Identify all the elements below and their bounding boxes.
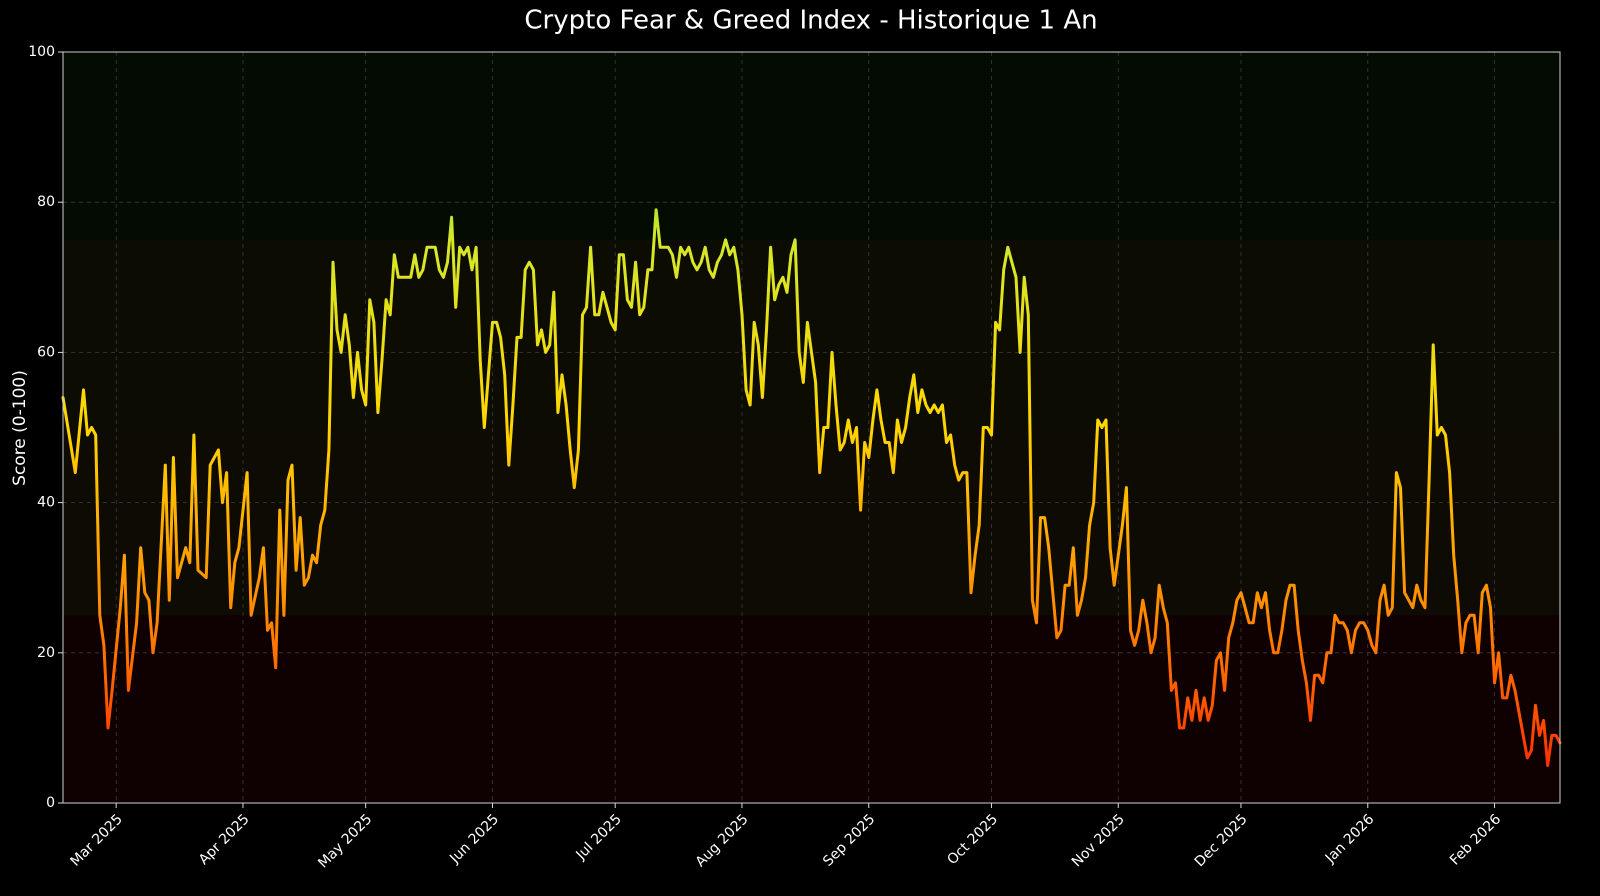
plot-frame: [62, 51, 1561, 804]
y-tick-label: 0: [46, 795, 55, 811]
zone: [63, 427, 1560, 616]
y-tick-label: 100: [28, 44, 55, 60]
y-tick-label: 60: [37, 344, 55, 360]
y-tick-label: 80: [37, 194, 55, 210]
zone: [63, 52, 1560, 240]
y-axis-label: Score (0-100): [10, 370, 30, 486]
zone: [63, 615, 1560, 803]
zone: [63, 239, 1560, 428]
chart-title: Crypto Fear & Greed Index - Historique 1…: [524, 6, 1097, 36]
y-tick-label: 40: [37, 495, 55, 511]
y-tick-label: 20: [37, 645, 55, 661]
data-line: [61, 208, 1562, 767]
